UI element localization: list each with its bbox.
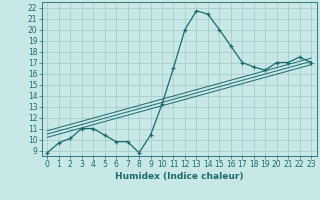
X-axis label: Humidex (Indice chaleur): Humidex (Indice chaleur) [115,172,244,181]
